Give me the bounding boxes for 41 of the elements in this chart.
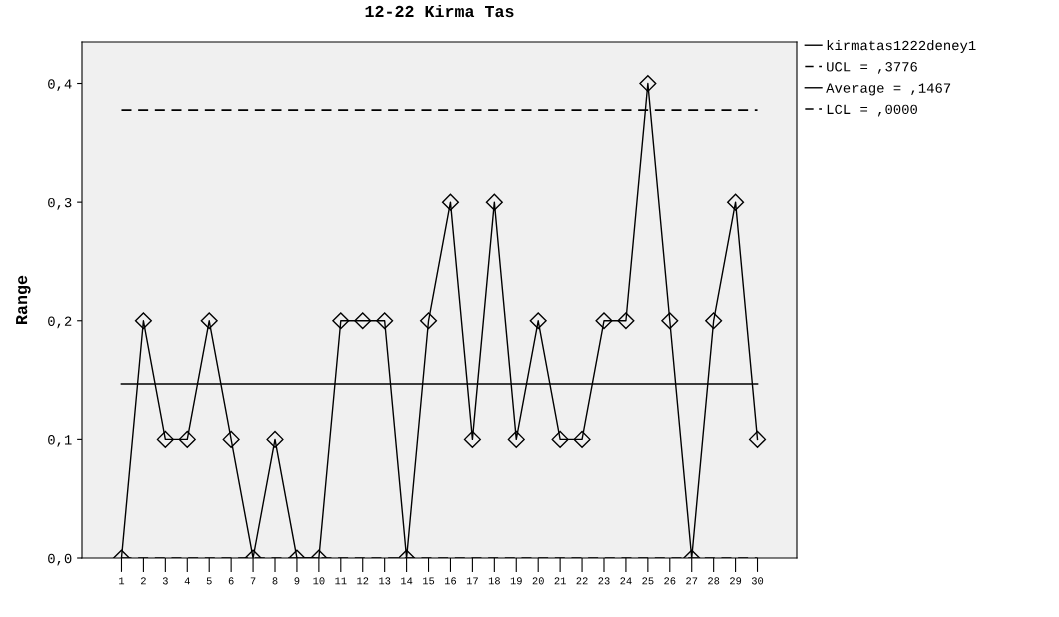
x-tick-label: 11 [335,577,347,585]
x-tick-label: 16 [444,577,457,585]
x-tick-label: 10 [313,577,325,585]
x-tick-label: 22 [576,577,588,585]
x-tick-label: 4 [184,577,190,585]
y-tick-label: 0,0 [48,553,72,566]
y-tick-label: 0,2 [48,316,72,329]
x-tick-label: 24 [620,577,632,585]
x-tick-label: 20 [532,577,544,585]
x-tick-label: 12 [357,577,369,585]
x-tick-label: 5 [206,577,212,585]
y-tick-label: 0,4 [48,79,72,92]
legend-label: kirmatas1222deney1 [827,40,976,53]
x-tick-label: 27 [686,577,698,585]
x-tick-label: 23 [598,577,610,585]
x-tick-label: 9 [294,577,300,585]
x-tick-label: 25 [642,577,654,585]
x-tick-label: 21 [554,577,566,585]
x-tick-label: 7 [250,577,256,585]
x-tick-label: 19 [510,577,522,585]
x-tick-label: 18 [488,577,500,585]
chart-title: 12-22 Kirma Tas [365,4,514,18]
x-tick-label: 29 [730,577,742,585]
legend-label: Average = ,1467 [826,83,951,96]
x-tick-label: 1 [119,577,125,585]
x-tick-label: 28 [708,577,720,585]
y-tick-label: 0,3 [48,197,72,210]
legend-label: UCL = ,3776 [827,62,917,74]
x-tick-label: 14 [401,577,413,585]
y-axis-title: Range [16,275,31,324]
x-tick-label: 15 [423,577,435,585]
x-tick-label: 3 [162,577,168,585]
x-tick-label: 26 [664,577,676,585]
x-tick-label: 13 [379,577,391,585]
x-tick-label: 2 [141,577,146,585]
x-tick-label: 30 [751,577,764,585]
legend-label: LCL = ,0000 [827,104,917,117]
x-tick-label: 17 [466,577,478,585]
x-tick-label: 6 [228,577,234,585]
y-tick-label: 0,1 [48,435,72,447]
x-tick-label: 8 [272,577,278,585]
